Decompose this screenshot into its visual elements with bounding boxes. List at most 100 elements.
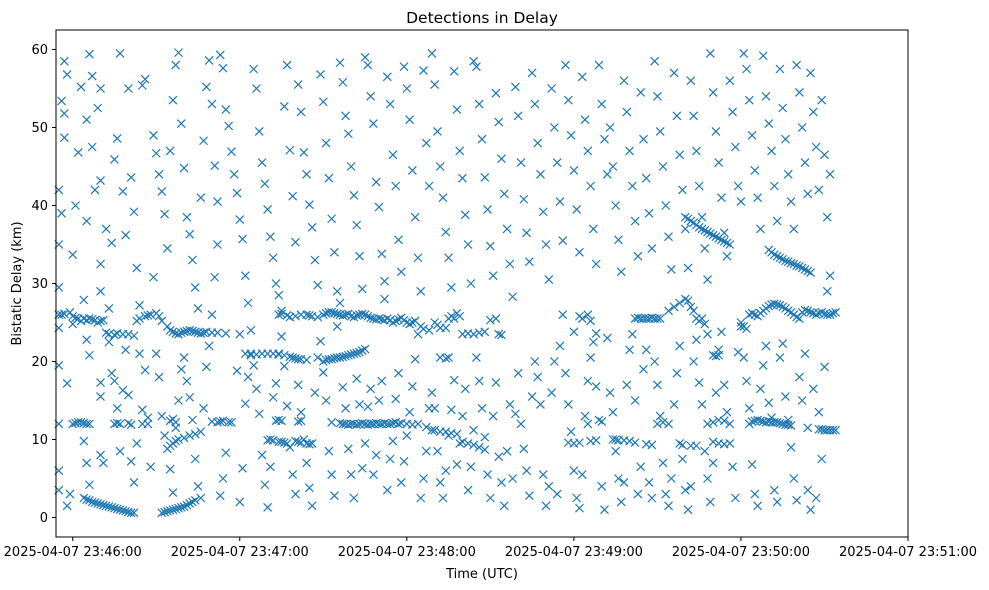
data-point [820,362,829,372]
data-point [672,111,682,121]
data-point [625,436,634,446]
data-point [561,368,570,378]
data-point [84,419,94,429]
data-point [803,306,813,316]
data-point [586,316,596,326]
data-point [224,121,234,131]
data-point [196,193,206,203]
data-point [811,142,821,152]
data-point [157,508,167,518]
data-point [591,259,601,269]
data-point [806,307,815,317]
data-point [739,353,749,363]
data-point [274,290,284,300]
data-point [349,493,359,503]
data-point [355,399,364,409]
data-point [110,503,119,513]
data-point [360,344,370,354]
data-point [544,275,554,285]
data-point [366,91,376,101]
data-point [416,286,426,296]
data-point [781,392,790,402]
data-point [215,50,225,60]
data-point [318,310,328,320]
y-tick-label: 60 [31,43,48,58]
data-point [441,323,451,333]
data-point [352,420,362,430]
data-point [661,201,671,210]
data-point [583,146,593,156]
data-point [371,177,381,187]
data-point [627,181,637,191]
data-point [282,401,292,411]
data-point [552,158,562,168]
data-point [277,306,286,316]
data-point [302,355,312,365]
data-point [664,501,673,511]
data-point [480,445,490,455]
data-point [168,505,178,515]
data-point [767,413,776,423]
data-point [59,133,69,143]
data-point [279,350,289,360]
data-point [563,399,573,409]
data-point [460,384,470,394]
data-point [171,60,181,70]
data-point [419,324,428,334]
data-point [268,435,278,445]
data-point [800,158,810,168]
data-point [165,325,175,335]
data-point [817,454,827,464]
data-point [772,251,782,261]
data-point [279,438,289,448]
data-point [703,474,712,483]
data-point [485,241,495,251]
data-point [98,458,108,468]
data-point [764,119,774,129]
data-point [786,421,796,430]
data-point [588,224,598,234]
data-point [597,481,607,491]
data-point [407,165,417,175]
data-point [313,312,323,322]
data-point [538,207,548,217]
data-point [639,364,648,374]
data-point [652,91,662,101]
data-point [357,346,367,356]
data-point [444,353,454,363]
data-point [115,48,125,58]
data-point [193,304,203,313]
data-point [282,438,292,448]
data-point [123,84,133,93]
data-point [151,148,161,158]
data-point [602,169,612,179]
data-point [717,327,726,337]
data-point [346,162,356,171]
data-point [335,298,345,308]
data-point [277,309,286,319]
data-point [616,497,626,507]
data-point [310,388,320,398]
data-point [778,103,788,113]
data-point [146,310,156,320]
data-point [96,378,105,387]
data-point [575,247,584,257]
data-point [683,296,693,306]
data-point [98,500,108,510]
data-point [769,485,779,495]
data-point [730,493,740,503]
data-point [758,360,768,370]
data-point [480,327,490,337]
data-point [547,84,557,93]
data-point [725,240,735,249]
data-point [394,368,403,378]
data-point [463,485,473,495]
data-point [143,311,153,320]
data-point [736,197,746,207]
data-point [368,470,378,480]
data-point [357,284,367,294]
data-point [291,237,300,247]
data-point [76,417,86,427]
data-point [57,310,66,320]
